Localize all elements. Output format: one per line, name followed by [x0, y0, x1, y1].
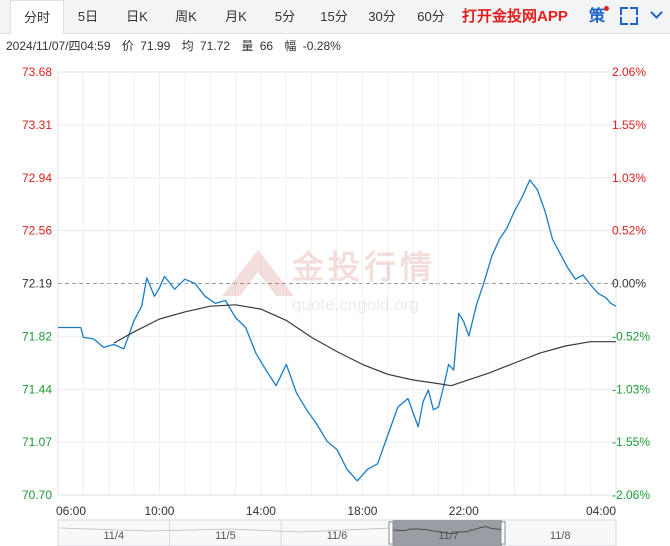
- tab-5min[interactable]: 5分: [274, 9, 296, 24]
- percent-tick-label: -2.06%: [612, 488, 650, 502]
- notification-dot: [604, 6, 609, 11]
- open-app-link[interactable]: 打开金投网APP: [462, 8, 568, 25]
- tab-daily-k[interactable]: 日K: [126, 9, 148, 24]
- strategy-button[interactable]: 策: [589, 8, 606, 25]
- price-label: 价: [121, 39, 134, 53]
- tab-15min[interactable]: 15分: [320, 9, 348, 24]
- watermark-logo-icon: [222, 250, 294, 296]
- change-value: -0.28%: [302, 39, 341, 53]
- percent-tick-label: 1.03%: [612, 171, 646, 185]
- volume-value: 66: [259, 39, 274, 53]
- chart-grid: [57, 71, 617, 496]
- percent-axis: 2.06% 1.55% 1.03% 0.52% 0.00% -0.52% -1.03% -1.…: [612, 65, 650, 502]
- avg-value: 71.72: [199, 39, 231, 53]
- percent-tick-label: 0.52%: [612, 224, 646, 238]
- time-tick-label: 06:00: [56, 504, 86, 518]
- percent-tick-label: -1.55%: [612, 435, 650, 449]
- quote-info-bar: 2024/11/07/四04:59 价 71.99 均 71.72 量 66 幅…: [6, 36, 349, 56]
- price-tick-label: 71.44: [22, 382, 52, 396]
- percent-tick-label: 0.00%: [612, 277, 646, 291]
- navigator-mini-line: [392, 526, 502, 535]
- time-tick-label: 04:00: [586, 504, 616, 518]
- time-tick-label: 14:00: [246, 504, 276, 518]
- fullscreen-icon[interactable]: [620, 7, 638, 25]
- range-navigator[interactable]: 11/4 11/5 11/6 11/7 11/8: [57, 519, 617, 546]
- navigator-day-label: 11/6: [327, 530, 348, 542]
- tab-5day[interactable]: 5日: [77, 9, 99, 24]
- time-tick-label: 22:00: [449, 504, 479, 518]
- tab-60min[interactable]: 60分: [417, 9, 445, 24]
- price-axis: 73.68 73.31 72.94 72.56 72.19 71.82 71.44 71.07…: [22, 65, 52, 502]
- price-series-line: [58, 179, 617, 482]
- price-tick-label: 72.56: [22, 224, 52, 238]
- time-tick-label: 18:00: [347, 504, 377, 518]
- watermark-url: quote.cngold.org: [292, 295, 419, 314]
- navigator-day-label: 11/4: [104, 530, 125, 542]
- percent-tick-label: -1.03%: [612, 382, 650, 396]
- navigator-right-handle: [500, 521, 506, 545]
- time-tick-label: 10:00: [144, 504, 174, 518]
- average-series-line: [113, 304, 616, 387]
- tab-monthly-k[interactable]: 月K: [225, 9, 247, 24]
- price-tick-label: 71.07: [22, 435, 52, 449]
- navigator-day-label: 11/8: [550, 530, 571, 542]
- series-layer: [58, 179, 617, 482]
- tab-weekly-k[interactable]: 周K: [175, 9, 197, 24]
- tab-intraday[interactable]: 分时: [10, 0, 64, 34]
- navigator-history-line: [59, 527, 393, 533]
- tab-30min[interactable]: 30分: [368, 9, 396, 24]
- price-tick-label: 72.94: [22, 171, 52, 185]
- period-tab-bar: 分时 5日 日K 周K 月K 5分 15分 30分 60分 打开金投网APP 策: [0, 0, 670, 34]
- percent-tick-label: 2.06%: [612, 65, 646, 79]
- price-value: 71.99: [140, 39, 171, 53]
- quote-datetime: 2024/11/07/四04:59: [6, 39, 111, 53]
- navigator-day-label: 11/5: [215, 530, 236, 542]
- price-tick-label: 73.31: [22, 118, 52, 132]
- time-axis: 06:00 10:00 14:00 18:00 22:00 04:00: [56, 504, 616, 518]
- volume-label: 量: [241, 39, 254, 53]
- plot-border: [57, 71, 617, 496]
- price-tick-label: 71.82: [22, 329, 52, 343]
- watermark: 金投行情 quote.cngold.org: [222, 249, 436, 314]
- percent-tick-label: 1.55%: [612, 118, 646, 132]
- price-tick-label: 73.68: [22, 65, 52, 79]
- watermark-brand: 金投行情: [291, 249, 436, 285]
- percent-tick-label: -0.52%: [612, 329, 650, 343]
- price-tick-label: 70.70: [22, 488, 52, 502]
- navigator-track: [57, 519, 617, 546]
- change-label: 幅: [284, 39, 297, 53]
- navigator-left-handle: [388, 521, 394, 545]
- avg-label: 均: [181, 39, 194, 53]
- price-tick-label: 72.19: [22, 277, 52, 291]
